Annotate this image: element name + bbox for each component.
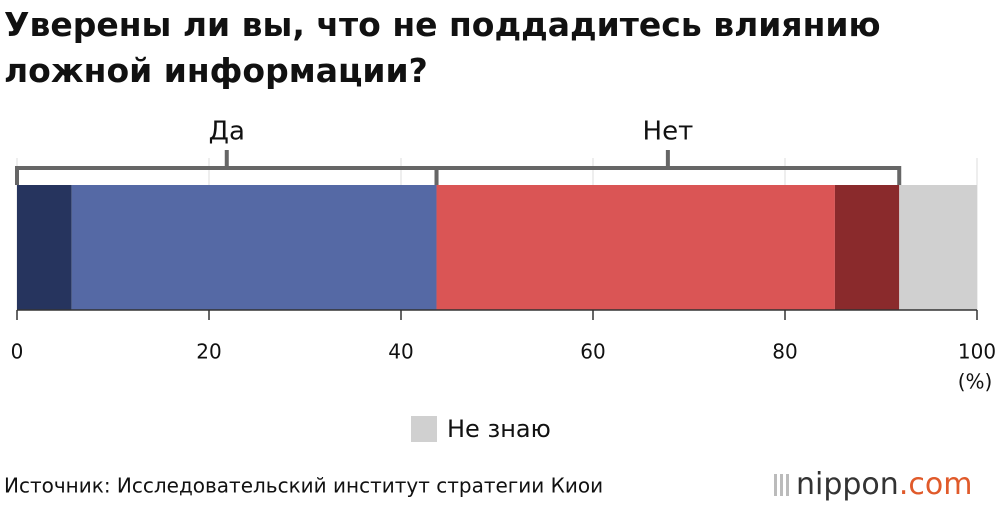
- bar-segment: [17, 185, 72, 310]
- bar-segment: [71, 185, 437, 310]
- bar-segment: [834, 185, 900, 310]
- logo-text: nippon.com: [796, 467, 972, 502]
- logo-name: nippon: [796, 467, 899, 502]
- logo-bar: [780, 474, 783, 496]
- x-tick-label: 80: [772, 340, 797, 364]
- bar-segment: [436, 185, 835, 310]
- chart-title: Уверены ли вы, что не поддадитесь влияни…: [4, 5, 881, 90]
- legend-swatch: [411, 416, 437, 442]
- bracket-label: Да: [209, 117, 245, 147]
- source: Источник: Исследовательский институт стр…: [4, 474, 603, 498]
- bracket: [15, 150, 439, 185]
- x-unit: (%): [958, 370, 993, 394]
- logo-suffix: .com: [899, 467, 973, 502]
- x-tick-label: 100: [958, 340, 996, 364]
- logo-bar: [786, 474, 789, 496]
- legend-label: Не знаю: [447, 415, 551, 443]
- x-tick-label: 60: [580, 340, 605, 364]
- x-tick-label: 40: [388, 340, 413, 364]
- logo: nippon.com: [774, 467, 972, 502]
- logo-bar: [774, 474, 777, 496]
- x-tick-label: 0: [11, 340, 24, 364]
- bar-segment: [899, 185, 977, 310]
- bracket: [434, 150, 902, 185]
- x-tick-label: 20: [196, 340, 221, 364]
- bracket-label: Нет: [643, 117, 694, 147]
